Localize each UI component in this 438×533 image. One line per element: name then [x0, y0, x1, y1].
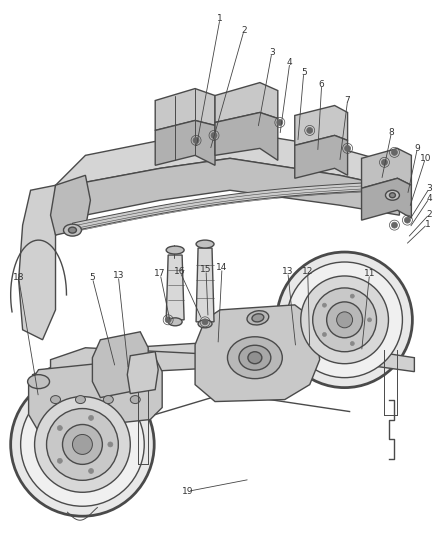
Text: 4: 4: [287, 58, 293, 67]
Circle shape: [345, 146, 350, 151]
Text: 11: 11: [364, 270, 375, 278]
Polygon shape: [56, 158, 399, 235]
Circle shape: [350, 342, 354, 345]
Polygon shape: [361, 148, 411, 188]
Text: 17: 17: [155, 270, 166, 278]
Polygon shape: [155, 88, 215, 131]
Ellipse shape: [198, 320, 212, 328]
Circle shape: [313, 288, 377, 352]
Circle shape: [367, 318, 371, 322]
Circle shape: [392, 149, 397, 155]
Circle shape: [88, 469, 94, 473]
Ellipse shape: [75, 395, 85, 403]
Circle shape: [381, 159, 388, 165]
Text: 4: 4: [427, 193, 432, 203]
Text: 10: 10: [420, 154, 431, 163]
Polygon shape: [50, 348, 220, 385]
Text: 2: 2: [241, 26, 247, 35]
Text: 15: 15: [200, 265, 212, 274]
Polygon shape: [127, 352, 158, 393]
Polygon shape: [295, 135, 348, 178]
Circle shape: [392, 222, 397, 228]
Circle shape: [327, 302, 363, 338]
Circle shape: [46, 409, 118, 480]
Circle shape: [337, 312, 353, 328]
Circle shape: [277, 252, 413, 387]
Circle shape: [404, 217, 410, 223]
Ellipse shape: [196, 240, 214, 248]
Polygon shape: [361, 178, 411, 220]
Polygon shape: [32, 342, 414, 390]
Polygon shape: [166, 255, 184, 320]
Circle shape: [165, 317, 171, 323]
Ellipse shape: [247, 311, 269, 325]
Ellipse shape: [385, 190, 399, 200]
Circle shape: [63, 424, 102, 464]
Polygon shape: [56, 131, 404, 210]
Polygon shape: [19, 185, 56, 340]
Circle shape: [322, 333, 326, 336]
Polygon shape: [295, 106, 348, 146]
Text: 12: 12: [302, 268, 314, 277]
Text: 13: 13: [113, 271, 124, 280]
Circle shape: [307, 127, 313, 133]
Text: 13: 13: [282, 268, 293, 277]
Circle shape: [88, 415, 94, 421]
Circle shape: [322, 303, 326, 307]
Circle shape: [11, 373, 154, 516]
Text: 7: 7: [345, 96, 350, 105]
Text: 5: 5: [301, 68, 307, 77]
Text: 2: 2: [427, 209, 432, 219]
Circle shape: [301, 276, 389, 364]
Text: 1: 1: [217, 14, 223, 23]
Polygon shape: [215, 83, 278, 123]
Text: 6: 6: [319, 80, 325, 89]
Ellipse shape: [64, 224, 81, 236]
Ellipse shape: [248, 352, 262, 364]
Circle shape: [277, 119, 283, 125]
Circle shape: [287, 262, 403, 378]
Text: 19: 19: [182, 487, 194, 496]
Polygon shape: [215, 112, 278, 160]
Polygon shape: [155, 120, 215, 165]
Polygon shape: [92, 332, 148, 398]
Circle shape: [108, 442, 113, 447]
Text: 14: 14: [216, 263, 228, 272]
Polygon shape: [72, 181, 395, 231]
Text: 3: 3: [427, 184, 432, 193]
Text: 16: 16: [174, 268, 186, 277]
Ellipse shape: [130, 395, 140, 403]
Circle shape: [57, 458, 62, 463]
Polygon shape: [196, 248, 214, 322]
Text: 18: 18: [13, 273, 25, 282]
Circle shape: [35, 397, 130, 492]
Circle shape: [57, 425, 62, 431]
Text: 5: 5: [89, 273, 95, 282]
Polygon shape: [195, 305, 320, 401]
Circle shape: [21, 383, 144, 506]
Circle shape: [350, 294, 354, 298]
Ellipse shape: [28, 375, 49, 389]
Ellipse shape: [252, 314, 264, 322]
Ellipse shape: [166, 246, 184, 254]
Ellipse shape: [227, 337, 283, 378]
Ellipse shape: [68, 227, 77, 233]
Ellipse shape: [389, 193, 396, 198]
Ellipse shape: [103, 395, 113, 403]
Text: 3: 3: [269, 48, 275, 57]
Ellipse shape: [239, 345, 271, 370]
Ellipse shape: [168, 318, 182, 326]
Circle shape: [193, 138, 199, 143]
Ellipse shape: [50, 395, 60, 403]
Polygon shape: [50, 175, 90, 235]
Text: 1: 1: [424, 220, 430, 229]
Circle shape: [72, 434, 92, 455]
Polygon shape: [28, 358, 162, 432]
Circle shape: [202, 319, 208, 325]
Text: 8: 8: [389, 128, 394, 137]
Text: 9: 9: [414, 144, 420, 153]
Circle shape: [211, 132, 217, 139]
